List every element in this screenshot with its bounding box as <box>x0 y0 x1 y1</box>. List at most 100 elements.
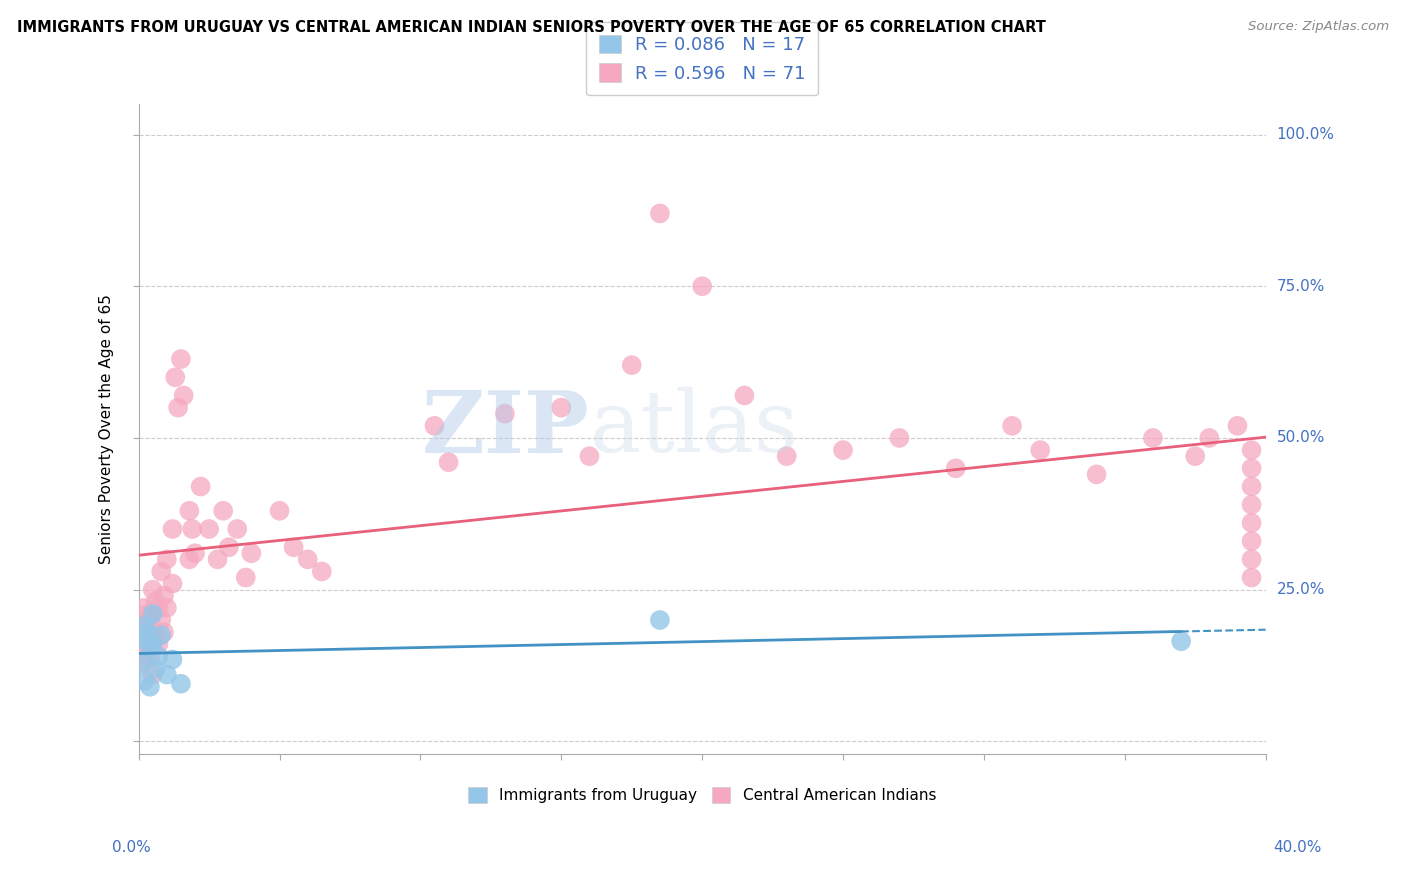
Point <box>776 449 799 463</box>
Point <box>162 652 184 666</box>
Text: IMMIGRANTS FROM URUGUAY VS CENTRAL AMERICAN INDIAN SENIORS POVERTY OVER THE AGE : IMMIGRANTS FROM URUGUAY VS CENTRAL AMERI… <box>17 20 1046 35</box>
Point <box>131 656 153 670</box>
Text: 100.0%: 100.0% <box>1277 127 1334 142</box>
Point <box>145 595 167 609</box>
Point <box>889 431 911 445</box>
Point <box>184 546 207 560</box>
Point <box>134 619 156 633</box>
Point <box>207 552 229 566</box>
Text: 0.0%: 0.0% <box>112 840 152 855</box>
Point <box>832 443 855 458</box>
Point <box>134 673 156 688</box>
Point <box>1240 534 1263 549</box>
Point <box>423 418 446 433</box>
Point <box>218 540 240 554</box>
Point <box>150 565 173 579</box>
Point <box>131 625 153 640</box>
Point <box>156 552 179 566</box>
Point <box>1240 516 1263 530</box>
Point <box>494 407 516 421</box>
Point <box>437 455 460 469</box>
Point <box>1029 443 1052 458</box>
Point <box>1142 431 1164 445</box>
Point <box>150 613 173 627</box>
Point <box>170 677 193 691</box>
Point <box>150 628 173 642</box>
Point <box>179 504 201 518</box>
Text: 50.0%: 50.0% <box>1277 431 1324 445</box>
Point <box>142 582 165 597</box>
Point <box>170 352 193 367</box>
Point <box>1240 443 1263 458</box>
Point <box>212 504 235 518</box>
Point <box>648 206 671 220</box>
Point <box>139 649 162 664</box>
Point <box>1240 479 1263 493</box>
Point <box>297 552 319 566</box>
Point <box>1226 418 1249 433</box>
Point <box>167 401 190 415</box>
Point <box>162 522 184 536</box>
Y-axis label: Seniors Poverty Over the Age of 65: Seniors Poverty Over the Age of 65 <box>100 294 114 564</box>
Point <box>142 637 165 651</box>
Point <box>690 279 713 293</box>
Point <box>198 522 221 536</box>
Point <box>620 358 643 372</box>
Point <box>145 631 167 645</box>
Point <box>578 449 600 463</box>
Point <box>165 370 187 384</box>
Point <box>1001 418 1024 433</box>
Point <box>136 643 159 657</box>
Point <box>131 631 153 645</box>
Point <box>311 565 333 579</box>
Point <box>283 540 305 554</box>
Point <box>179 552 201 566</box>
Point <box>945 461 967 475</box>
Point <box>148 637 170 651</box>
Point <box>156 600 179 615</box>
Point <box>235 570 257 584</box>
Point <box>148 649 170 664</box>
Point <box>153 589 176 603</box>
Point <box>145 662 167 676</box>
Point <box>269 504 291 518</box>
Text: 25.0%: 25.0% <box>1277 582 1324 597</box>
Point <box>156 667 179 681</box>
Point <box>173 388 195 402</box>
Point <box>142 667 165 681</box>
Text: ZIP: ZIP <box>422 387 589 471</box>
Point <box>733 388 755 402</box>
Point <box>136 607 159 621</box>
Point <box>226 522 249 536</box>
Point <box>1240 498 1263 512</box>
Point <box>1184 449 1206 463</box>
Point <box>190 479 212 493</box>
Point <box>139 680 162 694</box>
Text: Source: ZipAtlas.com: Source: ZipAtlas.com <box>1249 20 1389 33</box>
Point <box>139 640 162 655</box>
Point <box>139 613 162 627</box>
Point <box>136 625 159 640</box>
Point <box>153 625 176 640</box>
Point <box>162 576 184 591</box>
Text: atlas: atlas <box>589 387 799 470</box>
Point <box>134 637 156 651</box>
Point <box>1240 461 1263 475</box>
Point <box>1240 570 1263 584</box>
Point <box>550 401 572 415</box>
Point <box>648 613 671 627</box>
Point <box>1198 431 1220 445</box>
Point <box>1240 552 1263 566</box>
Text: 75.0%: 75.0% <box>1277 279 1324 293</box>
Point <box>1170 634 1192 648</box>
Legend: Immigrants from Uruguay, Central American Indians: Immigrants from Uruguay, Central America… <box>461 780 943 811</box>
Point <box>142 607 165 621</box>
Point <box>148 600 170 615</box>
Point <box>134 600 156 615</box>
Point <box>131 656 153 670</box>
Point <box>181 522 204 536</box>
Point <box>1085 467 1108 482</box>
Point <box>240 546 263 560</box>
Text: 40.0%: 40.0% <box>1274 840 1322 855</box>
Point <box>142 625 165 640</box>
